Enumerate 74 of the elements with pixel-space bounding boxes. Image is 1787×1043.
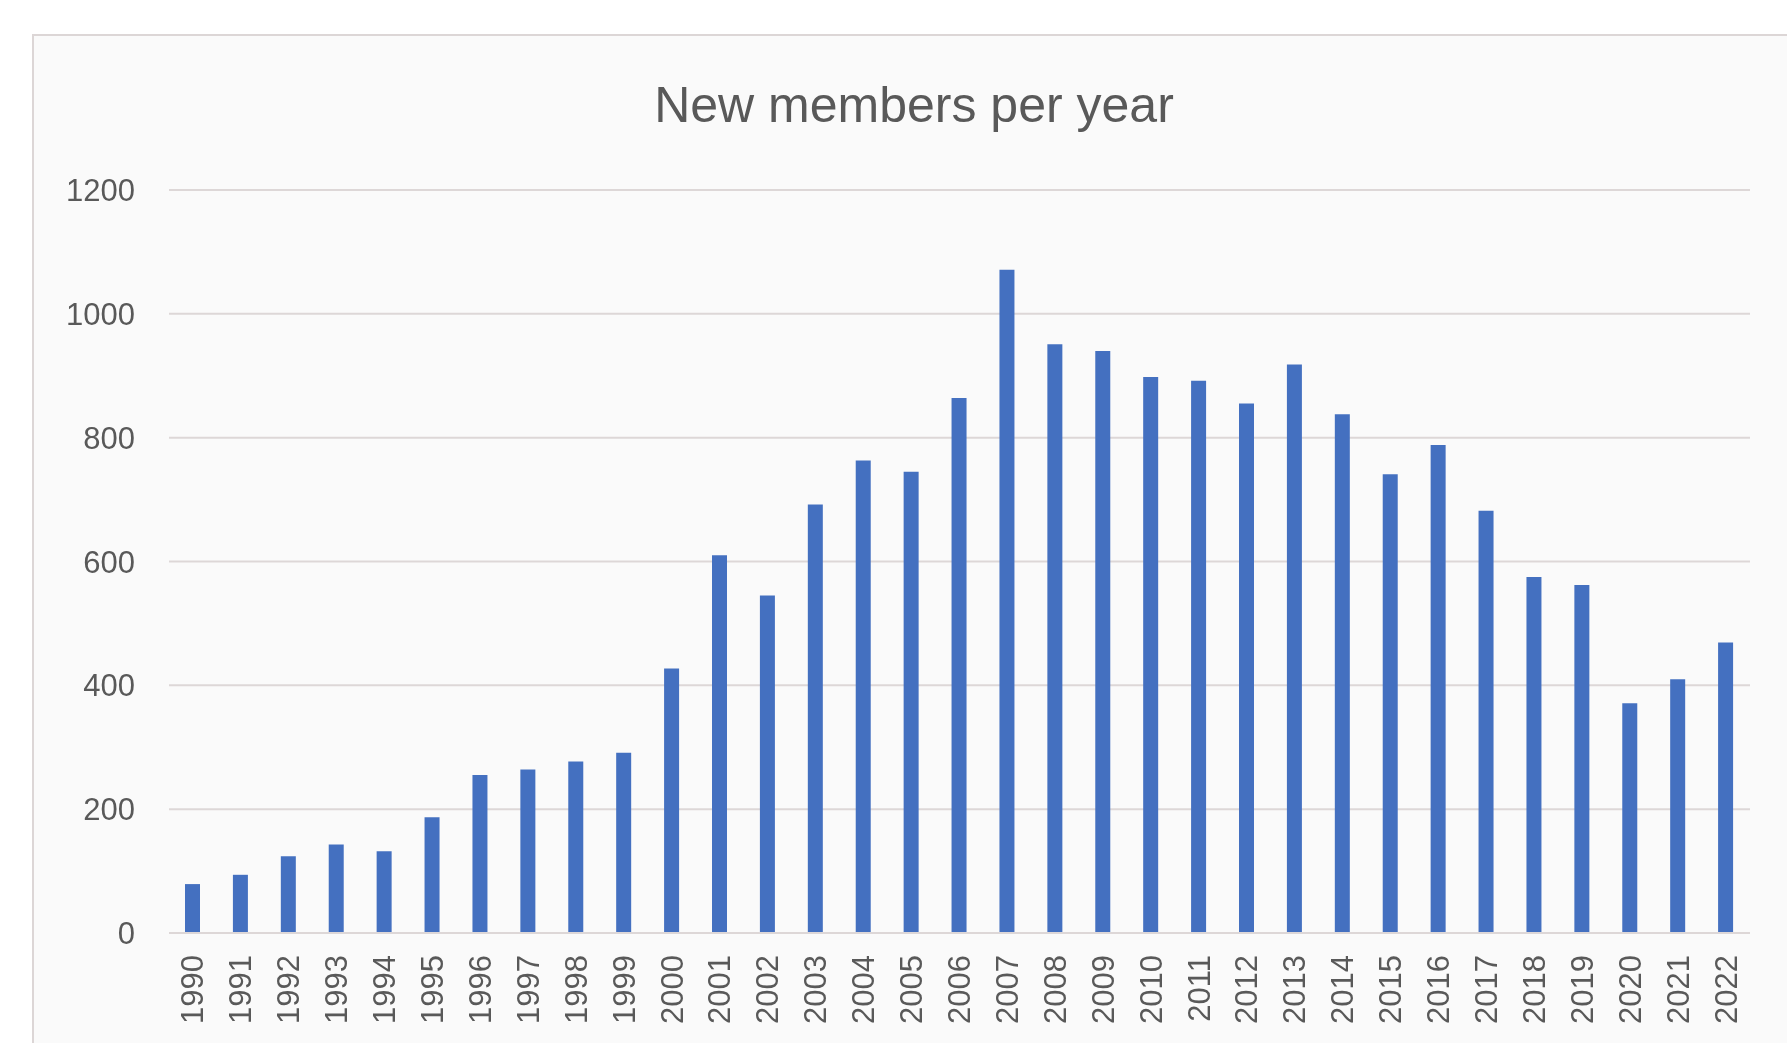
bar [1239, 403, 1254, 933]
bar [280, 856, 296, 933]
x-tick-label: 2001 [702, 955, 738, 1024]
bar [1095, 350, 1111, 933]
x-tick-label: 2014 [1325, 955, 1361, 1024]
x-tick-label: 2007 [989, 955, 1025, 1024]
x-tick-label: 2004 [846, 955, 882, 1024]
bar [328, 844, 344, 933]
x-tick-label: 1999 [606, 955, 642, 1024]
x-tick-label: 2003 [798, 955, 834, 1024]
x-tick-label: 1991 [223, 955, 259, 1024]
bar [1382, 474, 1398, 933]
x-tick-label: 2006 [942, 955, 977, 1024]
bar [1047, 344, 1063, 933]
x-tick-label: 2021 [1660, 955, 1696, 1024]
bar [664, 668, 680, 933]
bar [712, 555, 727, 933]
bar [232, 874, 248, 933]
y-tick-label: 800 [83, 420, 135, 456]
bar [472, 775, 488, 933]
y-tick-label: 400 [83, 668, 135, 704]
bar [999, 269, 1015, 933]
y-tick-label: 1000 [66, 296, 135, 332]
bar [951, 398, 967, 933]
bar [1670, 679, 1686, 933]
x-tick-label: 2010 [1133, 955, 1169, 1024]
x-tick-label: 2019 [1564, 955, 1600, 1024]
x-tick-label: 1993 [319, 955, 355, 1024]
bar [759, 595, 775, 933]
x-tick-label: 1995 [415, 955, 450, 1024]
x-tick-label: 1996 [462, 955, 498, 1024]
bar [1574, 585, 1590, 933]
bar [616, 752, 632, 933]
x-tick-label: 2015 [1373, 955, 1409, 1024]
y-tick-label: 0 [117, 916, 135, 952]
bar [1334, 414, 1350, 933]
x-tick-label: 2020 [1612, 955, 1648, 1024]
bar [1143, 376, 1159, 933]
x-tick-label: 2009 [1085, 955, 1121, 1024]
bar [903, 471, 919, 933]
bar [376, 851, 392, 933]
x-tick-label: 2017 [1469, 955, 1504, 1024]
bar [568, 761, 584, 933]
x-tick-label: 1990 [175, 955, 211, 1024]
bar [1622, 703, 1638, 933]
x-tick-label: 2005 [894, 955, 930, 1024]
bar [1430, 445, 1446, 933]
x-tick-label: 1994 [367, 955, 403, 1024]
x-tick-label: 1997 [510, 955, 546, 1024]
x-tick-label: 2008 [1037, 955, 1073, 1024]
x-tick-label: 2000 [654, 955, 690, 1024]
bar [1191, 380, 1207, 933]
x-tick-label: 2013 [1277, 955, 1313, 1024]
y-tick-label: 1200 [66, 173, 135, 209]
x-tick-label: 1992 [271, 955, 307, 1024]
bar [855, 460, 871, 933]
chart-title: New members per year [653, 76, 1175, 135]
y-tick-label: 200 [83, 792, 135, 828]
x-tick-label: 2016 [1421, 955, 1457, 1024]
x-tick-label: 2002 [750, 955, 786, 1024]
x-tick-label: 2018 [1516, 955, 1552, 1024]
x-tick-label: 2012 [1229, 955, 1265, 1024]
x-tick-label: 2011 [1181, 955, 1217, 1022]
x-tick-label: 2022 [1708, 955, 1744, 1024]
bar [1718, 642, 1734, 933]
x-tick-label: 1998 [558, 955, 594, 1024]
bar [1526, 576, 1542, 933]
bar [1286, 364, 1302, 933]
bar [520, 769, 536, 933]
bar [185, 884, 200, 933]
bar [1478, 510, 1494, 933]
y-tick-label: 600 [83, 544, 135, 580]
bar [807, 504, 823, 933]
bar [424, 817, 440, 933]
